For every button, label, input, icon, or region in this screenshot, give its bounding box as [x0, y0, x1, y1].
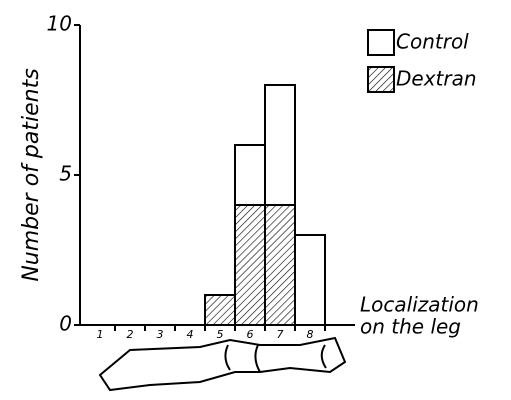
x-tick-label: 5: [217, 328, 224, 341]
bar-segment: [205, 295, 235, 325]
page: {"chart_data": {"type": "stacked_bar", "…: [0, 0, 511, 400]
leg-joints: [225, 345, 326, 372]
bar-segment: [265, 85, 295, 205]
x-tick-label: 3: [157, 328, 164, 341]
bar-segment: [265, 205, 295, 325]
y-tick-label: 10: [47, 12, 72, 36]
legend-swatch: [368, 30, 394, 55]
x-tick-label: 4: [187, 328, 194, 341]
bar-segment: [235, 205, 265, 325]
legend-label: Control: [396, 30, 469, 54]
x-tick-label: 1: [97, 328, 104, 341]
bar-segment: [295, 235, 325, 325]
x-tick-label: 7: [277, 328, 284, 341]
bar-segment: [235, 145, 265, 205]
x-tick-label: 8: [307, 328, 314, 341]
legend-label: Dextran: [396, 67, 477, 91]
y-axis-label: Number of patients: [19, 68, 44, 281]
x-axis-label: Localization: [360, 293, 479, 317]
x-tick-label: 2: [127, 328, 134, 341]
x-axis-label: on the leg: [360, 315, 461, 339]
chart: Number of patients Localization on the l…: [0, 0, 511, 400]
leg-drawing: [100, 338, 345, 390]
y-tick-label: 5: [59, 162, 72, 186]
y-tick-label: 0: [59, 312, 72, 336]
x-tick-label: 6: [247, 328, 254, 341]
legend-swatch: [368, 67, 394, 92]
